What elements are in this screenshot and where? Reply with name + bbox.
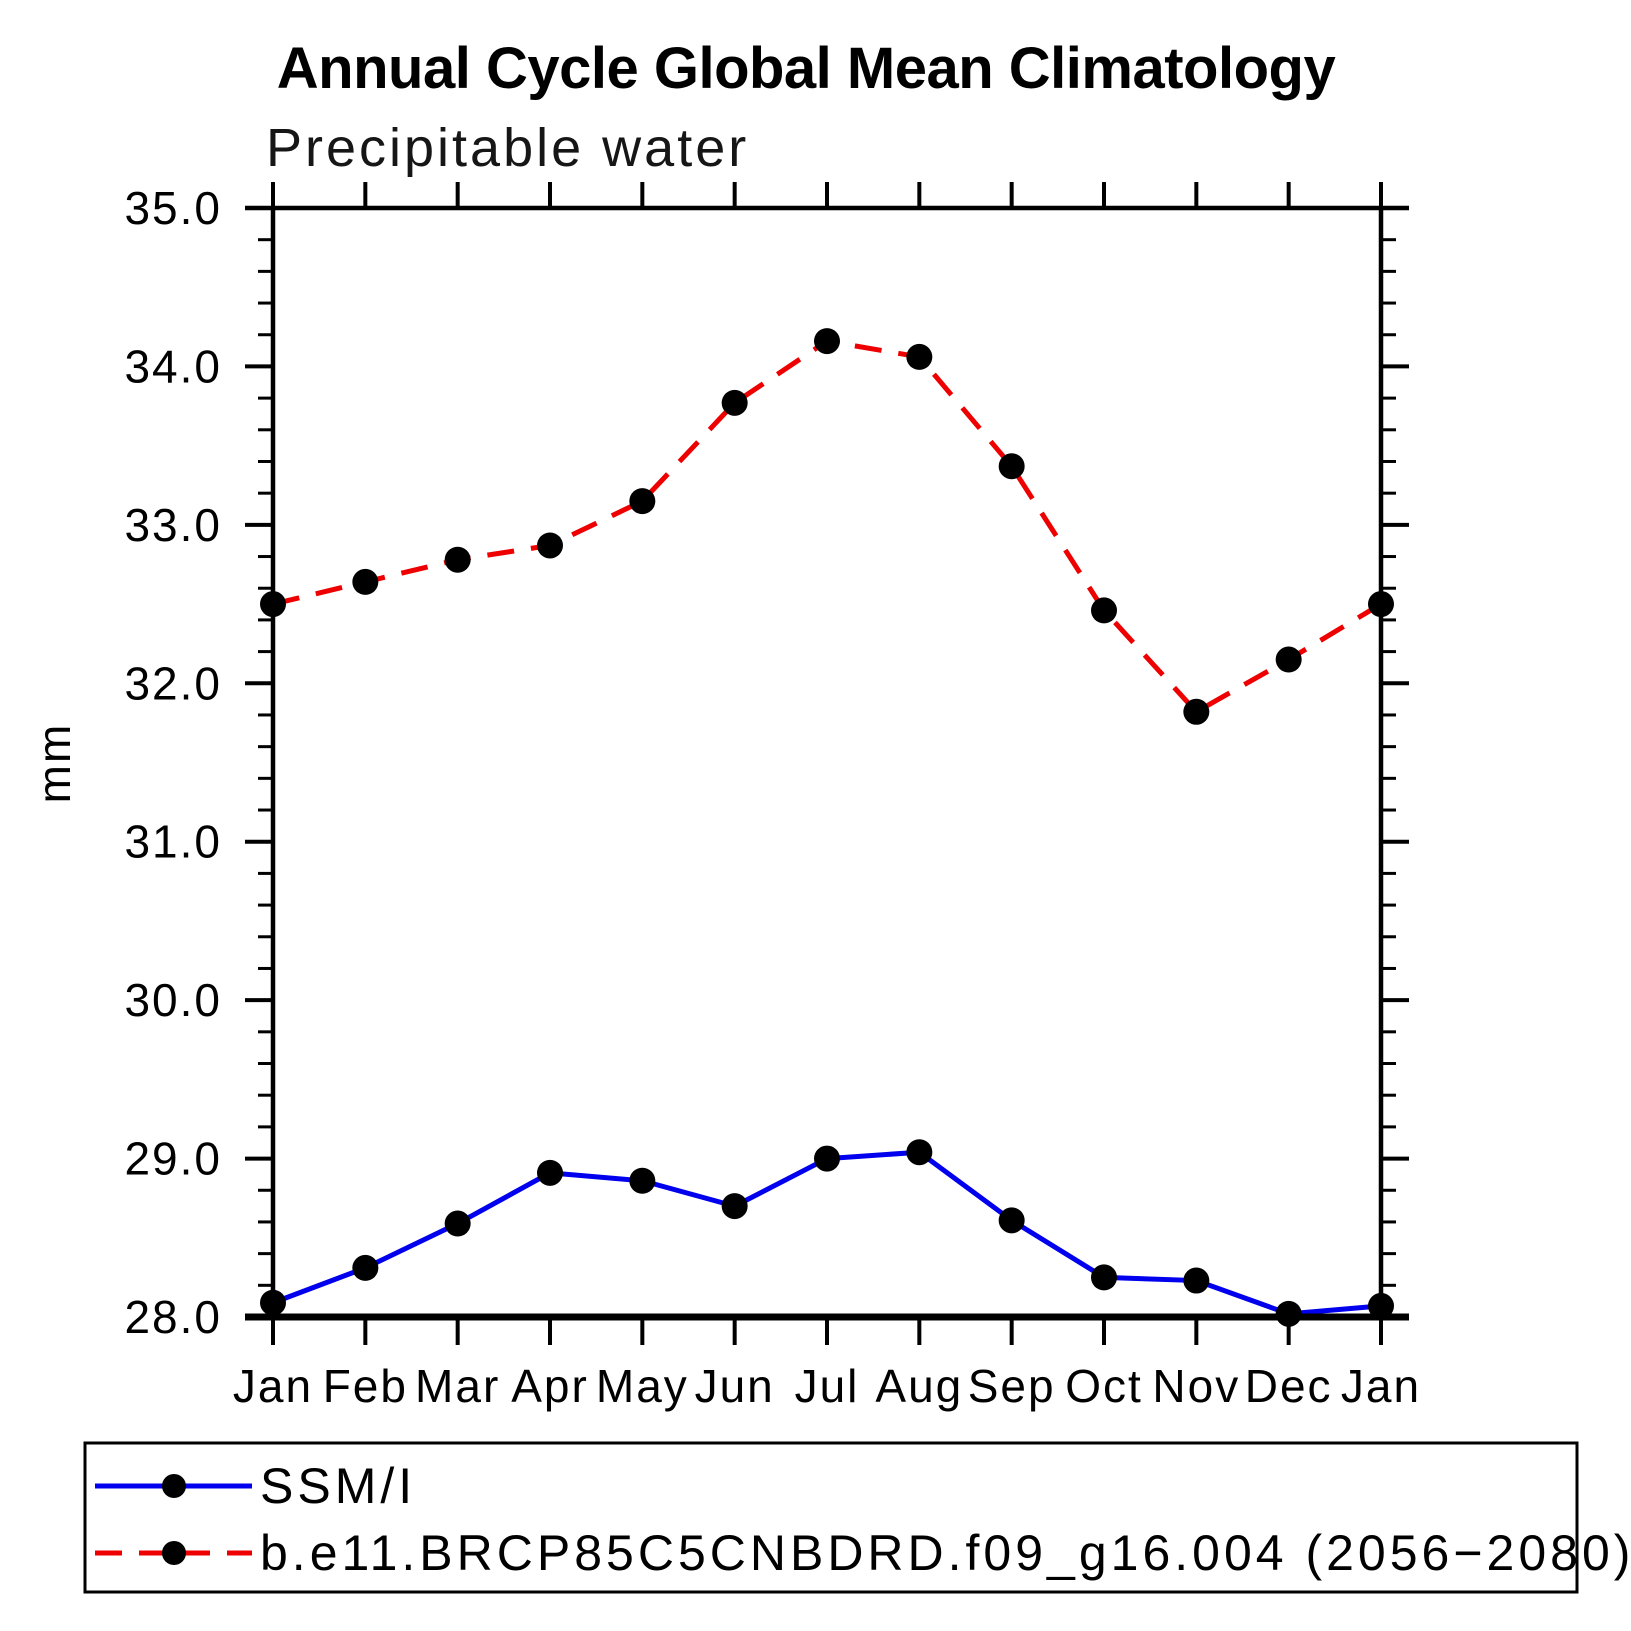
- series-line-0: [272, 1149, 1382, 1317]
- x-tick-label: Apr: [511, 1360, 589, 1412]
- data-point-marker-series-0: [444, 1210, 471, 1237]
- data-point-marker-series-1: [352, 568, 379, 595]
- y-tick-label: 33.0: [124, 499, 222, 551]
- y-tick-label: 35.0: [124, 182, 222, 234]
- series-line-1: [272, 338, 1383, 715]
- data-point-marker-series-1: [998, 453, 1025, 480]
- x-tick-label: Jul: [795, 1360, 860, 1412]
- data-point-marker-series-0: [721, 1193, 748, 1220]
- y-tick-label: 34.0: [124, 340, 222, 392]
- legend-marker-model: [162, 1541, 186, 1565]
- data-point-marker-series-1: [444, 546, 471, 573]
- data-point-marker-series-1: [1183, 698, 1210, 725]
- data-point-marker-series-0: [1091, 1264, 1117, 1291]
- x-tick-label: Jan: [1341, 1360, 1421, 1412]
- x-tick-label: Dec: [1245, 1360, 1333, 1412]
- y-tick-label: 32.0: [124, 657, 222, 709]
- chart-subtitle: Precipitable water: [266, 118, 749, 178]
- data-point-marker-series-1: [721, 389, 748, 416]
- x-tick-label: Mar: [415, 1360, 500, 1412]
- x-tick-label: Feb: [323, 1360, 408, 1412]
- legend-label-model: b.e11.BRCP85C5CNBDRD.f09_g16.004 (2056−2…: [260, 1525, 1631, 1581]
- data-point-marker-series-1: [814, 328, 840, 355]
- data-point-marker-series-0: [998, 1207, 1025, 1234]
- legend-marker-ssmi: [162, 1474, 186, 1498]
- data-point-marker-series-0: [1183, 1267, 1210, 1294]
- chart-title: Annual Cycle Global Mean Climatology: [277, 36, 1336, 101]
- data-point-marker-series-0: [629, 1167, 656, 1194]
- legend: SSM/I b.e11.BRCP85C5CNBDRD.f09_g16.004 (…: [83, 1441, 1631, 1594]
- data-point-marker-series-1: [629, 488, 656, 515]
- data-point-marker-series-1: [537, 532, 563, 559]
- legend-box: [83, 1441, 1579, 1594]
- y-tick-label: 29.0: [124, 1133, 222, 1185]
- x-tick-label: Jan: [233, 1360, 313, 1412]
- data-point-marker-series-0: [352, 1254, 379, 1281]
- y-tick-label: 31.0: [124, 816, 222, 868]
- data-point-marker-series-0: [906, 1139, 933, 1166]
- y-tick-label: 28.0: [124, 1291, 222, 1343]
- x-tick-label: Jun: [695, 1360, 775, 1412]
- data-point-marker-series-1: [1091, 597, 1117, 624]
- x-tick-label: May: [596, 1360, 689, 1412]
- data-point-marker-series-1: [906, 343, 933, 370]
- y-axis-unit-label: mm: [28, 723, 80, 804]
- data-point-marker-series-0: [814, 1145, 840, 1172]
- x-tick-label: Sep: [968, 1360, 1056, 1412]
- x-tick-label: Aug: [875, 1360, 963, 1412]
- legend-label-ssmi: SSM/I: [260, 1458, 416, 1514]
- data-point-marker-series-1: [1275, 646, 1302, 673]
- x-tick-label: Oct: [1065, 1360, 1143, 1412]
- y-tick-label: 30.0: [124, 974, 222, 1026]
- data-point-marker-series-0: [537, 1159, 563, 1186]
- x-tick-label: Nov: [1152, 1360, 1240, 1412]
